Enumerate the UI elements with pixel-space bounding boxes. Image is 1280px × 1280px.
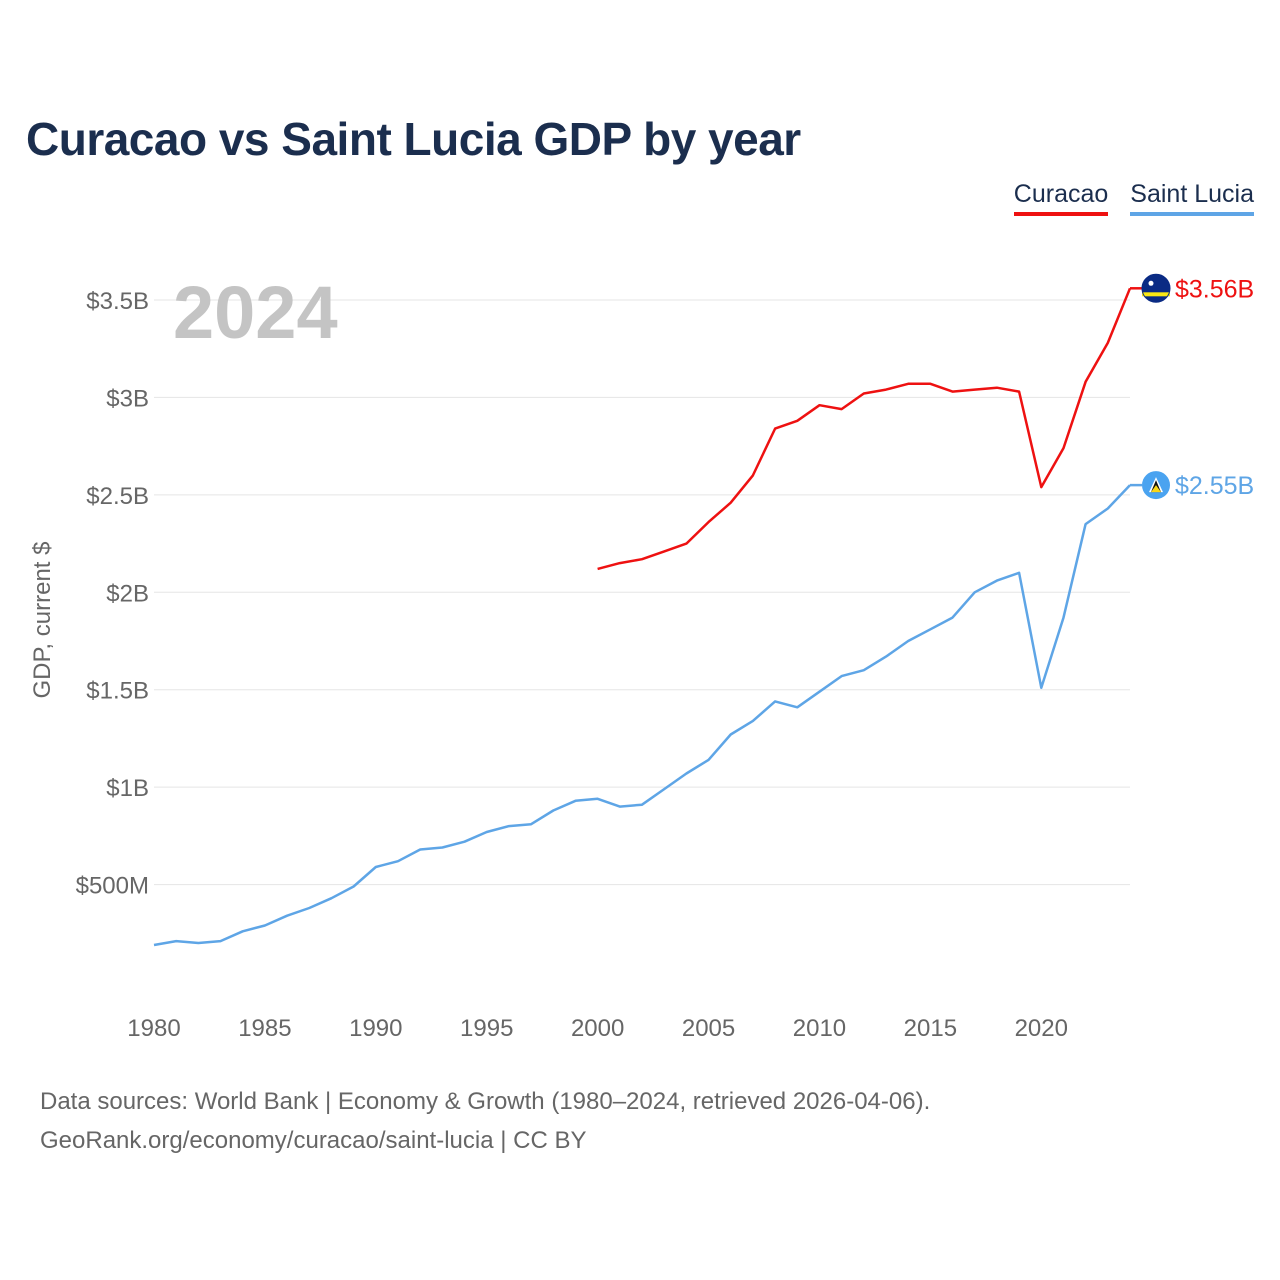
series-line-curacao[interactable] [597,287,1132,571]
data-source-note: Data sources: World Bank | Economy & Gro… [40,1088,931,1115]
footer: Data sources: World Bank | Economy & Gro… [40,1082,930,1160]
y-tick-label: $2.5B [86,483,149,510]
x-tick-label: 2010 [793,1015,846,1042]
y-tick-label: $1B [106,775,149,802]
y-axis-title: GDP, current $ [29,542,56,699]
y-axis-ticks: $500M $1B $1.5B $2B $2.5B $3B $3.5B [76,288,149,900]
x-tick-label: 2000 [571,1015,624,1042]
x-tick-label: 1995 [460,1015,513,1042]
end-label-saint-lucia: $2.55B [1175,472,1254,500]
series-line-saint-lucia[interactable] [153,484,1131,947]
year-watermark: 2024 [173,271,338,354]
curacao-flag-icon [1141,273,1171,303]
chart-title: Curacao vs Saint Lucia GDP by year [26,113,801,165]
x-tick-label: 2015 [904,1015,957,1042]
legend-item-curacao[interactable]: Curacao [1013,180,1109,216]
source-url: GeoRank.org/economy/curacao/saint-lucia … [40,1127,587,1154]
y-tick-label: $1.5B [86,678,149,705]
x-tick-label: 1980 [127,1015,180,1042]
y-tick-label: $2B [106,580,149,607]
legend: Curacao Saint Lucia [1013,180,1254,216]
grid-lines [154,299,1130,886]
end-labels: $3.56B $2.55B [1130,273,1254,500]
end-label-curacao: $3.56B [1175,275,1254,303]
gdp-line-chart: 2024 GDP, current $ $500M $1B $1.5B $2B $2.5… [29,271,1254,1042]
x-tick-label: 1990 [349,1015,402,1042]
saint-lucia-flag-icon [1142,471,1170,500]
x-tick-label: 2005 [682,1015,735,1042]
y-tick-label: $3.5B [86,288,149,315]
legend-item-saint-lucia[interactable]: Saint Lucia [1130,180,1254,216]
series-lines [153,287,1132,947]
x-axis-ticks: 1980 1985 1990 1995 2000 2005 2010 2015 2020 [127,1015,1068,1042]
x-tick-label: 1985 [238,1015,291,1042]
y-tick-label: $500M [76,873,149,900]
y-tick-label: $3B [106,385,149,412]
x-tick-label: 2020 [1015,1015,1068,1042]
